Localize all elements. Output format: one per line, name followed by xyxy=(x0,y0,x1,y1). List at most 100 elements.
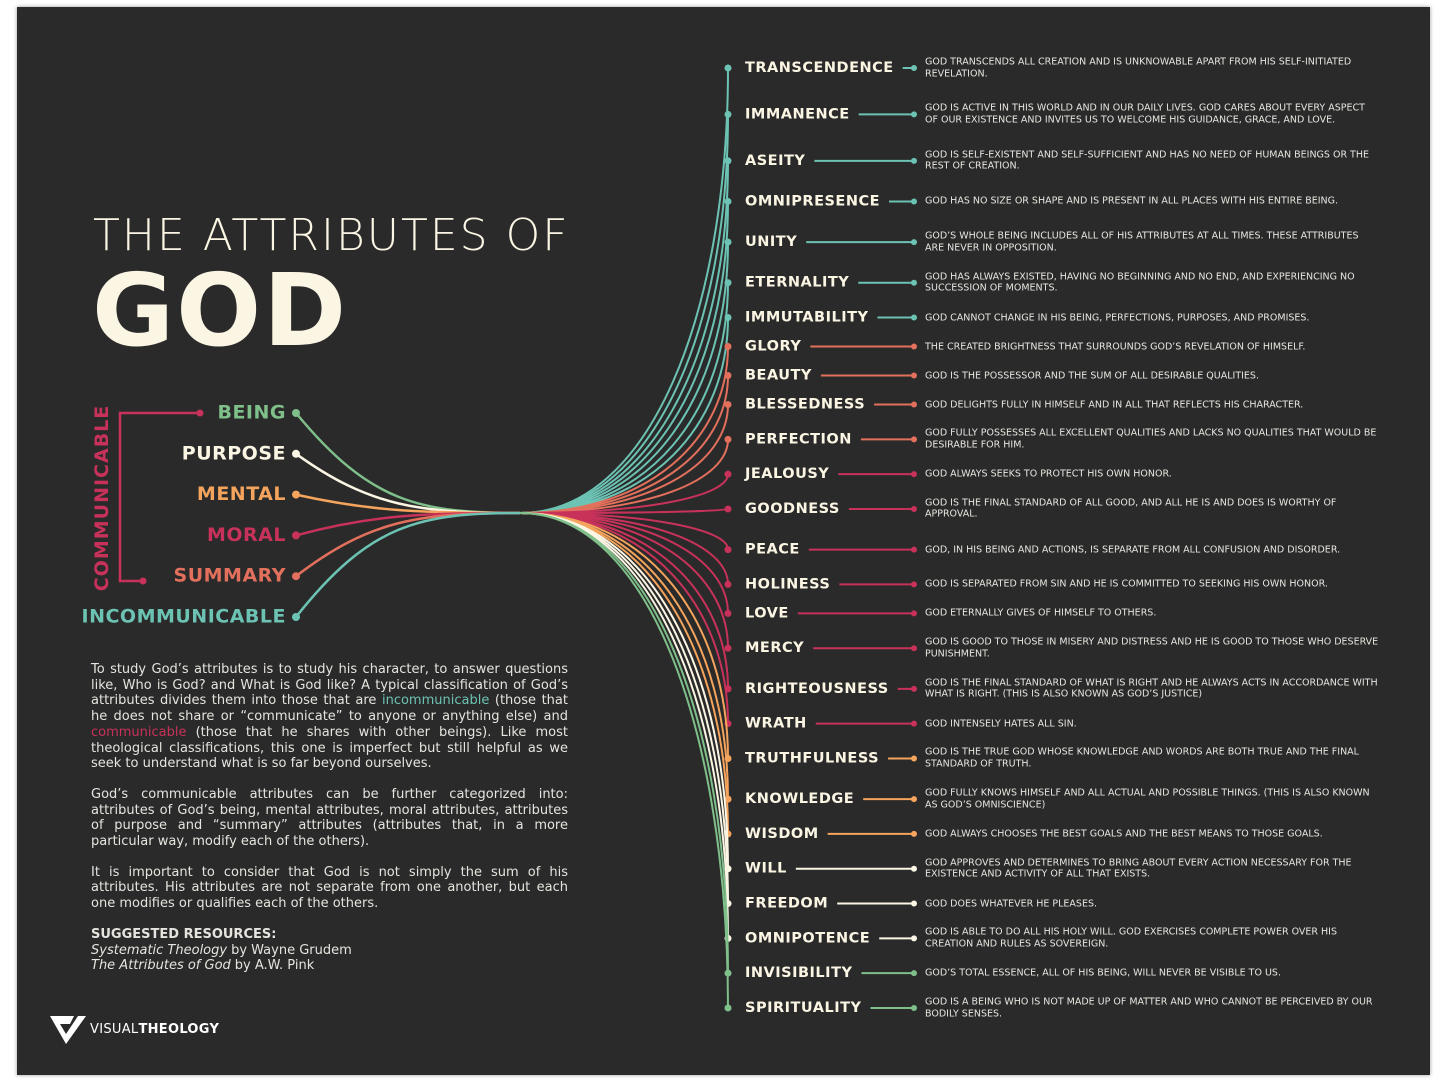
attribute-dot xyxy=(724,609,732,617)
attribute-description: GOD’S TOTAL ESSENCE, ALL OF HIS BEING, W… xyxy=(925,967,1281,979)
connector-dot xyxy=(911,970,917,977)
connector-dot xyxy=(911,645,917,652)
bracket-label: COMMUNICABLE xyxy=(91,405,113,592)
attribute-dot xyxy=(724,197,732,205)
attribute-dot xyxy=(724,238,732,246)
bracket-dot xyxy=(196,409,204,417)
attribute-dot xyxy=(724,470,732,478)
connector-dot xyxy=(911,900,917,907)
attribute-name: UNITY xyxy=(745,234,797,250)
attribute-description: THE CREATED BRIGHTNESS THAT SURROUNDS GO… xyxy=(925,340,1306,352)
resources-heading: SUGGESTED RESOURCES: xyxy=(91,926,277,942)
attribute-description: GOD HAS ALWAYS EXISTED, HAVING NO BEGINN… xyxy=(925,271,1355,294)
resource-author: by A.W. Pink xyxy=(234,958,315,974)
resources: SUGGESTED RESOURCES: Systematic Theology b… xyxy=(91,927,568,974)
title-line2: GOD xyxy=(92,252,348,369)
category-curve xyxy=(295,511,521,537)
attribute-dot xyxy=(724,644,732,652)
attribute-description: GOD HAS NO SIZE OR SHAPE AND IS PRESENT … xyxy=(925,195,1339,207)
connector-dot xyxy=(911,935,917,942)
attribute-curve xyxy=(519,242,729,514)
attribute-description: GOD, IN HIS BEING AND ACTIONS, IS SEPARA… xyxy=(925,543,1341,555)
intro-text: (those that he does not share or “commun… xyxy=(91,693,568,725)
title-line1: THE ATTRIBUTES OF xyxy=(93,210,570,261)
logo: VISUALTHEOLOGY xyxy=(90,1022,219,1037)
attribute-dot xyxy=(724,435,732,443)
intro-paragraph: To study God’s attributes is to study hi… xyxy=(91,662,568,772)
logo-mark xyxy=(50,1016,86,1044)
connector-dot xyxy=(911,65,917,71)
attribute-name: BLESSEDNESS xyxy=(745,397,865,413)
logo-part1: VISUAL xyxy=(90,1022,139,1037)
resource: Systematic Theology by Wayne Grudem xyxy=(91,943,568,959)
attribute-name: OMNIPRESENCE xyxy=(745,193,880,209)
attribute-name: RIGHTEOUSNESS xyxy=(745,681,889,697)
intro: To study God’s attributes is to study hi… xyxy=(91,662,568,974)
attribute-description: GOD IS THE FINAL STANDARD OF WHAT IS RIG… xyxy=(925,677,1378,700)
attribute-name: OMNIPOTENCE xyxy=(745,930,870,946)
connector-dot xyxy=(911,401,917,408)
attribute-description: GOD ALWAYS CHOOSES THE BEST GOALS AND TH… xyxy=(925,828,1323,840)
attribute-name: GLORY xyxy=(745,339,801,355)
attribute-name: IMMANENCE xyxy=(745,106,850,122)
intro-text: To study God’s attributes is to study hi… xyxy=(91,662,568,709)
category-label: PURPOSE xyxy=(182,442,286,464)
connector-dot xyxy=(911,581,917,588)
attribute-name: WRATH xyxy=(745,716,807,732)
category-dot xyxy=(292,490,300,499)
attribute-dot xyxy=(724,401,732,409)
attribute-name: HOLINESS xyxy=(745,576,830,592)
attribute-dot xyxy=(724,580,732,588)
connector-dot xyxy=(911,685,917,692)
attribute-name: KNOWLEDGE xyxy=(745,791,854,807)
connector-dot xyxy=(911,720,917,727)
attribute-dot xyxy=(724,64,732,72)
attribute-name: GOODNESS xyxy=(745,501,840,517)
attribute-description: GOD FULLY KNOWS HIMSELF AND ALL ACTUAL A… xyxy=(925,787,1370,811)
connector-dot xyxy=(911,546,917,553)
attribute-curve xyxy=(519,67,729,514)
category-label: MORAL xyxy=(207,524,286,546)
attribute-dot xyxy=(724,110,732,118)
category-curve xyxy=(295,452,521,515)
attribute-description: GOD DELIGHTS FULLY IN HIMSELF AND IN ALL… xyxy=(925,398,1304,410)
attribute-dot xyxy=(724,343,732,351)
attribute-name: MERCY xyxy=(745,640,804,656)
bracket-dot xyxy=(139,577,147,585)
attribute-curve xyxy=(519,114,729,514)
attribute-name: BEAUTY xyxy=(745,368,812,384)
category-curve xyxy=(295,511,521,618)
attribute-name: IMMUTABILITY xyxy=(745,310,869,326)
connector-dot xyxy=(911,610,917,617)
attribute-name: ASEITY xyxy=(745,153,805,169)
attribute-description: GOD’S WHOLE BEING INCLUDES ALL OF HIS AT… xyxy=(925,230,1359,254)
attribute-description: GOD CANNOT CHANGE IN HIS BEING, PERFECTI… xyxy=(925,311,1310,323)
attribute-curve xyxy=(519,317,729,514)
connector-dot xyxy=(911,239,917,246)
attribute-description: GOD FULLY POSSESSES ALL EXCELLENT QUALIT… xyxy=(925,427,1377,451)
connector-dot xyxy=(911,471,917,478)
connector-dot xyxy=(911,796,917,803)
category-curve xyxy=(295,511,521,578)
category-label: BEING xyxy=(217,402,286,424)
attribute-curve xyxy=(519,346,729,514)
attribute-name: ETERNALITY xyxy=(745,275,849,291)
attribute-name: LOVE xyxy=(745,605,789,621)
intro-text: It is important to consider that God is … xyxy=(91,864,568,912)
connector-dot xyxy=(911,436,917,443)
attribute-dot xyxy=(724,1004,732,1012)
intro-paragraph: God’s communicable attributes can be fur… xyxy=(91,787,568,850)
category-dot xyxy=(292,409,300,417)
resource-author: by Wayne Grudem xyxy=(231,942,352,958)
intro-text: communicable xyxy=(91,724,187,740)
connector-dot xyxy=(911,279,917,286)
category-dot xyxy=(292,613,300,621)
connector-dot xyxy=(911,755,917,762)
connector-dot xyxy=(911,372,917,379)
attribute-description: GOD IS THE FINAL STANDARD OF ALL GOOD, A… xyxy=(925,497,1337,520)
category-label: INCOMMUNICABLE xyxy=(82,606,287,628)
attribute-dot xyxy=(724,546,732,554)
connector-dot xyxy=(911,157,917,164)
